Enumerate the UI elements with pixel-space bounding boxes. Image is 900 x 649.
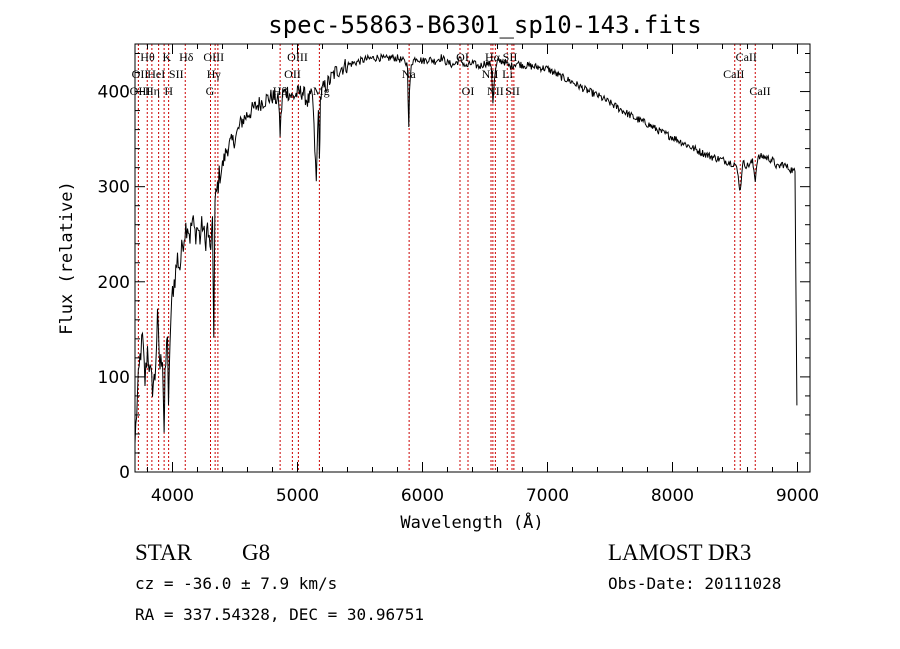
line-label: H [164, 84, 173, 98]
line-label: Hβ [273, 84, 288, 98]
x-tick-label: 9000 [776, 486, 819, 506]
line-label: SII [503, 50, 518, 64]
coordinates: RA = 337.54328, DEC = 30.96751 [135, 605, 424, 624]
line-label: HeI [147, 67, 165, 81]
y-tick-label: 200 [98, 273, 130, 293]
object-class: STAR [135, 540, 193, 565]
y-axis: 0 100 200 300 400 [98, 53, 810, 483]
x-tick-label: 4000 [151, 486, 194, 506]
line-label: NII [487, 84, 504, 98]
y-tick-label: 0 [119, 463, 130, 483]
line-label: OII [284, 67, 301, 81]
line-label: SII [169, 67, 184, 81]
redshift-info: cz = -36.0 ± 7.9 km/s [135, 574, 337, 593]
y-tick-label: 400 [98, 83, 130, 103]
x-axis-label: Wavelength (Å) [400, 511, 543, 533]
line-label: CaII [749, 84, 770, 98]
line-label: SII [505, 84, 520, 98]
object-subclass: G8 [242, 540, 270, 565]
y-axis-label: Flux (relative) [57, 181, 77, 335]
line-label: NII [482, 67, 499, 81]
line-label: OIII [287, 50, 308, 64]
x-tick-label: 5000 [276, 486, 319, 506]
y-tick-label: 100 [98, 368, 130, 388]
line-label: Na [402, 67, 417, 81]
line-label: OI [456, 50, 469, 64]
x-axis: 4000 5000 6000 7000 8000 9000 [147, 44, 819, 506]
line-label: K [163, 50, 172, 64]
observation-date: Obs-Date: 20111028 [608, 574, 781, 593]
line-label: G [206, 84, 215, 98]
line-label: Li [502, 67, 513, 81]
line-label: CaII [736, 50, 757, 64]
x-tick-label: 7000 [526, 486, 569, 506]
plot-frame [134, 43, 811, 473]
chart-title: spec-55863-B6301_sp10-143.fits [268, 11, 701, 39]
x-tick-label: 8000 [651, 486, 694, 506]
survey-name: LAMOST DR3 [608, 540, 751, 565]
line-label: OI [462, 84, 475, 98]
line-label: Hα [485, 50, 501, 64]
line-label: Hγ [207, 67, 222, 81]
annotation-lines [137, 44, 756, 472]
x-tick-label: 6000 [401, 486, 444, 506]
line-label: OII [132, 67, 149, 81]
spectrum-line [134, 52, 798, 444]
line-label: CaII [723, 67, 744, 81]
line-label: Hη [145, 84, 160, 98]
y-tick-label: 300 [98, 178, 130, 198]
line-label: Hδ [179, 50, 194, 64]
line-label: OIII [203, 50, 224, 64]
line-label: Hθ [140, 50, 155, 64]
